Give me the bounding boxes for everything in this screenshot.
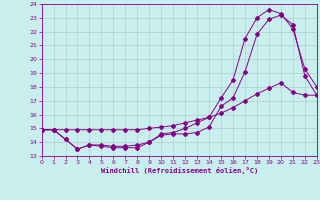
X-axis label: Windchill (Refroidissement éolien,°C): Windchill (Refroidissement éolien,°C) [100,167,258,174]
